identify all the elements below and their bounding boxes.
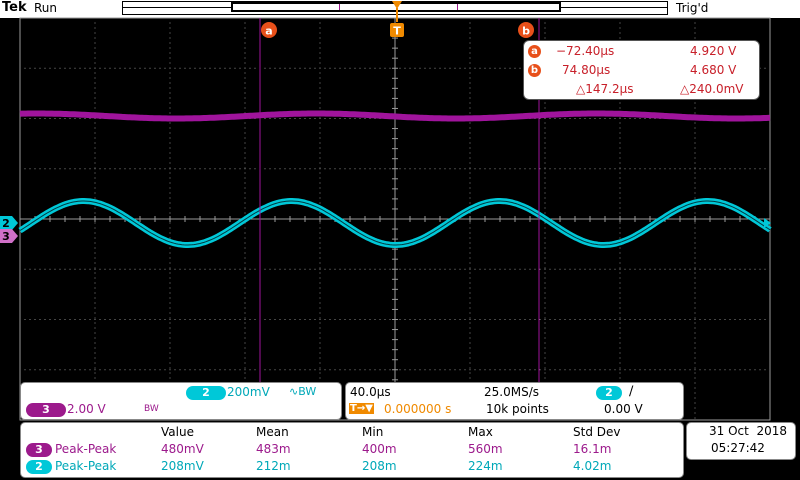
ch3-bw-limit: BW xyxy=(144,404,159,414)
meas-name: Peak-Peak xyxy=(55,459,117,473)
trigger-position-marker[interactable]: T xyxy=(390,1,404,38)
meas-header-min: Min xyxy=(362,425,384,439)
svg-text:T: T xyxy=(393,25,401,38)
meas-std-dev: 16.1m xyxy=(573,442,612,456)
cursor-readout-panel[interactable]: a −72.40µs 4.920 V b 74.80µs 4.680 V △14… xyxy=(523,40,760,100)
cursor-delta-time: △147.2µs xyxy=(576,82,634,96)
zoom-cursor-b-tick xyxy=(457,4,458,10)
datetime-panel: 31 Oct 2018 05:27:42 xyxy=(686,422,796,460)
meas-header-value: Value xyxy=(161,425,194,439)
trigger-level[interactable]: 0.00 V xyxy=(604,402,643,416)
ch2-offset-marker[interactable]: 2 xyxy=(0,216,18,230)
brand-logo: Tek xyxy=(2,0,27,15)
trigger-position-icon: T→▼ xyxy=(349,403,374,414)
zoom-cursor-a-tick xyxy=(339,4,340,10)
svg-text:2: 2 xyxy=(2,217,10,230)
trigger-level-marker[interactable] xyxy=(764,218,771,228)
horizontal-trigger-panel[interactable]: 40.0µs 25.0MS/s 2 ∕ T→▼ 0.000000 s 10k p… xyxy=(345,382,684,420)
ch3-badge[interactable]: 3 xyxy=(26,403,66,417)
cursor-delta-voltage: △240.0mV xyxy=(680,82,744,96)
record-length[interactable]: 10k points xyxy=(486,402,549,416)
meas-name: Peak-Peak xyxy=(55,442,117,456)
meas-mean: 483m xyxy=(256,442,291,456)
cursor-a-time: −72.40µs xyxy=(556,44,615,58)
meas-mean: 212m xyxy=(256,459,291,473)
trigger-slope-icon: ∕ xyxy=(629,384,634,399)
cursor-b-badge: b xyxy=(528,64,541,77)
ch3-scale[interactable]: 2.00 V xyxy=(67,402,106,416)
meas-min: 400m xyxy=(362,442,397,456)
time: 05:27:42 xyxy=(711,441,765,455)
meas-ch2-badge: 2 xyxy=(26,460,52,474)
ch2-badge[interactable]: 2 xyxy=(186,386,226,400)
sample-rate: 25.0MS/s xyxy=(484,385,539,399)
ch3-offset-marker[interactable]: 3 xyxy=(0,229,18,243)
cursor-b-voltage: 4.680 V xyxy=(690,63,737,77)
svg-text:a: a xyxy=(265,25,272,38)
ch2-coupling: ∿BW xyxy=(289,385,317,398)
timebase[interactable]: 40.0µs xyxy=(350,385,391,399)
trigger-state: Trig'd xyxy=(676,1,709,15)
meas-header-max: Max xyxy=(468,425,493,439)
meas-header-mean: Mean xyxy=(256,425,289,439)
channel-settings-panel[interactable]: 2 200mV ∿BW 3 2.00 V BW xyxy=(20,382,342,420)
ch2-scale[interactable]: 200mV xyxy=(227,385,270,399)
date: 31 Oct 2018 xyxy=(709,424,787,438)
cursor-b-marker[interactable]: b xyxy=(518,22,534,38)
meas-min: 208m xyxy=(362,459,397,473)
meas-value: 208mV xyxy=(161,459,204,473)
meas-std-dev: 4.02m xyxy=(573,459,612,473)
measurements-panel[interactable]: Value Mean Min Max Std Dev 3 Peak-Peak 4… xyxy=(20,422,684,478)
cursor-b-time: 74.80µs xyxy=(562,63,611,77)
ch3-waveform xyxy=(19,110,771,122)
cursor-a-badge: a xyxy=(528,45,541,58)
cursor-a-marker[interactable]: a xyxy=(261,22,277,38)
ch2-waveform-trace xyxy=(19,200,771,246)
svg-text:b: b xyxy=(522,25,530,38)
meas-header-std-dev: Std Dev xyxy=(573,425,621,439)
meas-value: 480mV xyxy=(161,442,204,456)
horizontal-delay[interactable]: 0.000000 s xyxy=(384,402,452,416)
svg-text:3: 3 xyxy=(2,230,10,243)
meas-max: 224m xyxy=(468,459,503,473)
cursor-a-voltage: 4.920 V xyxy=(690,44,737,58)
meas-ch3-badge: 3 xyxy=(26,443,52,457)
run-state[interactable]: Run xyxy=(34,1,58,15)
trigger-source-badge[interactable]: 2 xyxy=(596,386,622,400)
meas-max: 560m xyxy=(468,442,503,456)
